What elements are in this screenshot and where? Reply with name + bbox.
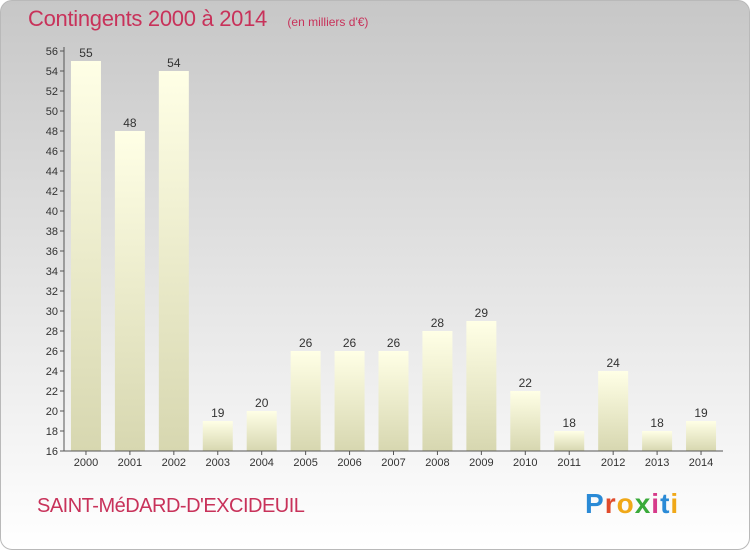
y-tick-label: 18: [46, 426, 58, 438]
bar: [334, 351, 365, 451]
y-tick-label: 34: [46, 266, 58, 278]
bar-value-label: 48: [123, 116, 137, 130]
x-tick-label: 2000: [74, 457, 98, 469]
bar-value-label: 28: [431, 316, 445, 330]
y-tick-label: 38: [46, 226, 58, 238]
y-tick-label: 40: [46, 206, 58, 218]
bar: [642, 431, 673, 451]
bar-value-label: 24: [606, 356, 620, 370]
y-tick-label: 52: [46, 86, 58, 98]
bar-value-label: 55: [79, 46, 93, 60]
y-tick-label: 50: [46, 106, 58, 118]
y-tick-label: 56: [46, 46, 58, 58]
bar: [686, 421, 717, 451]
y-tick-label: 16: [46, 446, 58, 458]
commune-name: SAINT-MéDARD-D'EXCIDEUIL: [37, 495, 305, 517]
bar: [466, 321, 497, 451]
x-tick-label: 2012: [601, 457, 625, 469]
y-tick-label: 48: [46, 126, 58, 138]
x-tick-label: 2013: [645, 457, 669, 469]
y-tick-label: 46: [46, 146, 58, 158]
bar: [202, 421, 233, 451]
bar: [598, 371, 629, 451]
bar: [510, 391, 541, 451]
x-tick-label: 2014: [689, 457, 713, 469]
brand-letter: P: [585, 488, 605, 519]
brand-letter: i: [651, 488, 661, 519]
bar: [158, 71, 189, 451]
x-tick-label: 2003: [206, 457, 230, 469]
bar: [378, 351, 409, 451]
brand-letter: i: [670, 488, 680, 519]
bar: [422, 331, 453, 451]
chart-title: Contingents 2000 à 2014: [28, 6, 267, 31]
y-tick-label: 32: [46, 286, 58, 298]
y-tick-label: 22: [46, 386, 58, 398]
chart-unit: (en milliers d'€): [287, 15, 369, 29]
x-tick-label: 2011: [557, 457, 581, 469]
bar-value-label: 18: [563, 416, 577, 430]
bar: [246, 411, 277, 451]
y-tick-label: 24: [46, 366, 58, 378]
x-tick-label: 2010: [513, 457, 537, 469]
bar-value-label: 29: [475, 306, 489, 320]
bar-value-label: 22: [519, 376, 533, 390]
x-tick-label: 2008: [425, 457, 449, 469]
bar: [554, 431, 585, 451]
title-row: Contingents 2000 à 2014 (en milliers d'€…: [28, 6, 368, 32]
brand-letter: t: [660, 488, 671, 519]
bar-value-label: 19: [211, 406, 225, 420]
x-tick-label: 2006: [337, 457, 361, 469]
bar-value-label: 26: [387, 336, 401, 350]
bar: [290, 351, 321, 451]
brand-letter: x: [634, 488, 652, 519]
y-tick-label: 26: [46, 346, 58, 358]
bar-value-label: 18: [650, 416, 664, 430]
x-tick-label: 2007: [381, 457, 405, 469]
y-tick-label: 42: [46, 186, 58, 198]
x-tick-label: 2005: [293, 457, 317, 469]
y-tick-label: 30: [46, 306, 58, 318]
bar-value-label: 20: [255, 396, 269, 410]
y-tick-label: 54: [46, 66, 58, 78]
brand-letter: r: [604, 488, 617, 519]
x-tick-label: 2001: [118, 457, 142, 469]
y-tick-label: 20: [46, 406, 58, 418]
bar: [114, 131, 145, 451]
brand-letter: o: [616, 488, 635, 519]
bar-value-label: 54: [167, 56, 181, 70]
y-tick-label: 44: [46, 166, 58, 178]
bar: [70, 61, 101, 451]
bar-value-label: 26: [343, 336, 357, 350]
x-tick-label: 2002: [162, 457, 186, 469]
bar-value-label: 26: [299, 336, 313, 350]
proxiti-logo: Proxiti: [585, 488, 679, 520]
y-tick-label: 36: [46, 246, 58, 258]
x-tick-label: 2009: [469, 457, 493, 469]
x-tick-label: 2004: [249, 457, 273, 469]
y-tick-label: 28: [46, 326, 58, 338]
bar-value-label: 19: [694, 406, 708, 420]
